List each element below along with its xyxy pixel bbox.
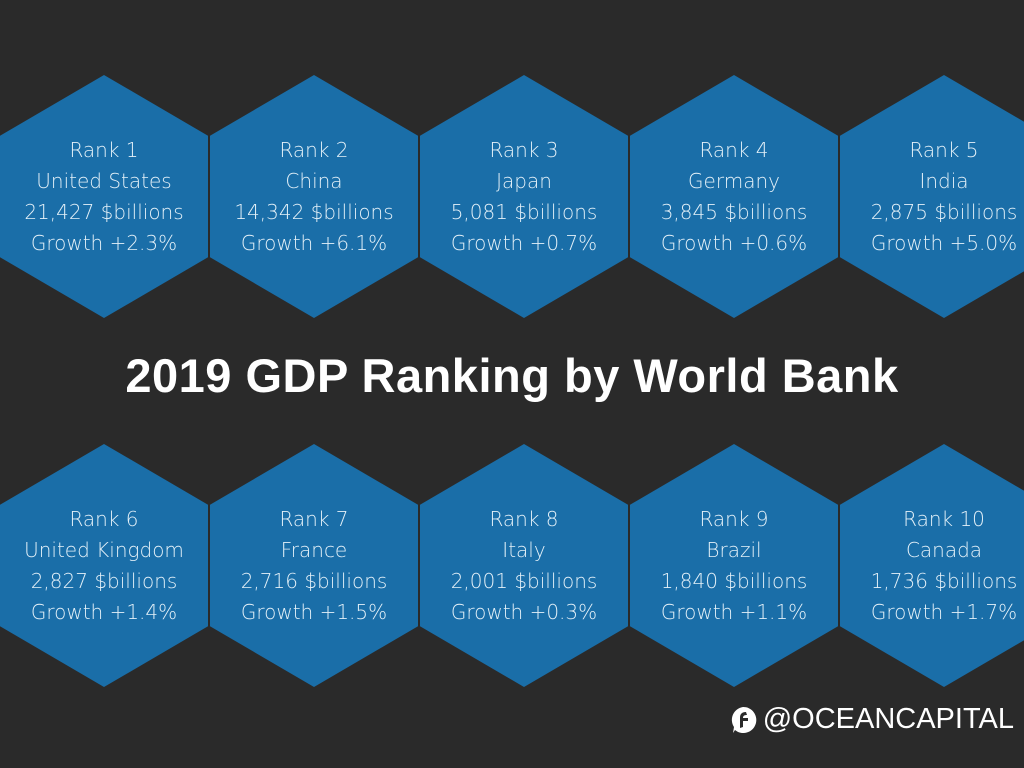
ranking-growth: Growth +6.1% — [240, 230, 388, 255]
ranking-country: Japan — [496, 168, 552, 193]
ranking-country: India — [919, 168, 969, 193]
ranking-rank: Rank 10 — [903, 506, 985, 531]
ranking-hexagon: Rank 9 Brazil 1,840 $billions Growth +1.1% — [630, 444, 838, 687]
top-row: Rank 1 United States 21,427 $billions Growt… — [0, 75, 1024, 318]
page-title: 2019 GDP Ranking by World Bank — [125, 349, 899, 402]
ranking-hexagon: Rank 3 Japan 5,081 $billions Growth +0.7% — [420, 75, 628, 318]
ranking-country: Italy — [502, 537, 546, 562]
ocean-capital-logo-icon — [731, 706, 757, 733]
ranking-gdp: 1,840 $billions — [660, 568, 808, 593]
ranking-country: United Kingdom — [24, 537, 184, 562]
ranking-country: United States — [36, 168, 172, 193]
ranking-rank: Rank 3 — [489, 137, 559, 162]
ranking-rank: Rank 7 — [279, 506, 349, 531]
ranking-hexagon: Rank 4 Germany 3,845 $billions Growth +0.6% — [630, 75, 838, 318]
ranking-country: France — [280, 537, 348, 562]
ranking-rank: Rank 6 — [69, 506, 139, 531]
ranking-gdp: 2,716 $billions — [240, 568, 388, 593]
ranking-hexagon: Rank 6 United Kingdom 2,827 $billions Growt… — [0, 444, 208, 687]
ranking-rank: Rank 2 — [279, 137, 349, 162]
ranking-growth: Growth +1.4% — [30, 599, 178, 624]
ranking-growth: Growth +0.3% — [450, 599, 598, 624]
ranking-gdp: 2,001 $billions — [450, 568, 598, 593]
ranking-gdp: 14,342 $billions — [234, 199, 394, 224]
brand-handle: @OCEANCAPITAL — [729, 703, 1014, 736]
ranking-growth: Growth +1.1% — [660, 599, 808, 624]
ranking-country: Germany — [688, 168, 780, 193]
ranking-hexagon: Rank 8 Italy 2,001 $billions Growth +0.3% — [420, 444, 628, 687]
ranking-country: Brazil — [706, 537, 762, 562]
ranking-hexagon: Rank 1 United States 21,427 $billions Growt… — [0, 75, 208, 318]
ranking-growth: Growth +5.0% — [870, 230, 1018, 255]
ranking-hexagon: Rank 10 Canada 1,736 $billions Growth +1.7% — [840, 444, 1024, 687]
ranking-country: China — [285, 168, 343, 193]
ranking-growth: Growth +1.5% — [240, 599, 388, 624]
ranking-gdp: 3,845 $billions — [660, 199, 808, 224]
ranking-gdp: 1,736 $billions — [870, 568, 1018, 593]
ranking-rank: Rank 9 — [699, 506, 769, 531]
ranking-gdp: 2,827 $billions — [30, 568, 178, 593]
ranking-gdp: 2,875 $billions — [870, 199, 1018, 224]
ranking-rank: Rank 8 — [489, 506, 559, 531]
ranking-growth: Growth +2.3% — [30, 230, 178, 255]
ranking-rank: Rank 5 — [909, 137, 979, 162]
ranking-growth: Growth +0.6% — [660, 230, 808, 255]
brand-text: @OCEANCAPITAL — [762, 703, 1014, 735]
ranking-gdp: 5,081 $billions — [450, 199, 598, 224]
ranking-country: Canada — [905, 537, 983, 562]
bottom-row: Rank 6 United Kingdom 2,827 $billions Growt… — [0, 444, 1024, 687]
ranking-hexagon: Rank 5 India 2,875 $billions Growth +5.0% — [840, 75, 1024, 318]
ranking-gdp: 21,427 $billions — [24, 199, 184, 224]
ranking-hexagon: Rank 2 China 14,342 $billions Growth +6.1% — [210, 75, 418, 318]
ranking-growth: Growth +1.7% — [870, 599, 1018, 624]
ranking-growth: Growth +0.7% — [450, 230, 598, 255]
ranking-hexagon: Rank 7 France 2,716 $billions Growth +1.5% — [210, 444, 418, 687]
ranking-rank: Rank 4 — [699, 137, 769, 162]
ranking-rank: Rank 1 — [69, 137, 139, 162]
